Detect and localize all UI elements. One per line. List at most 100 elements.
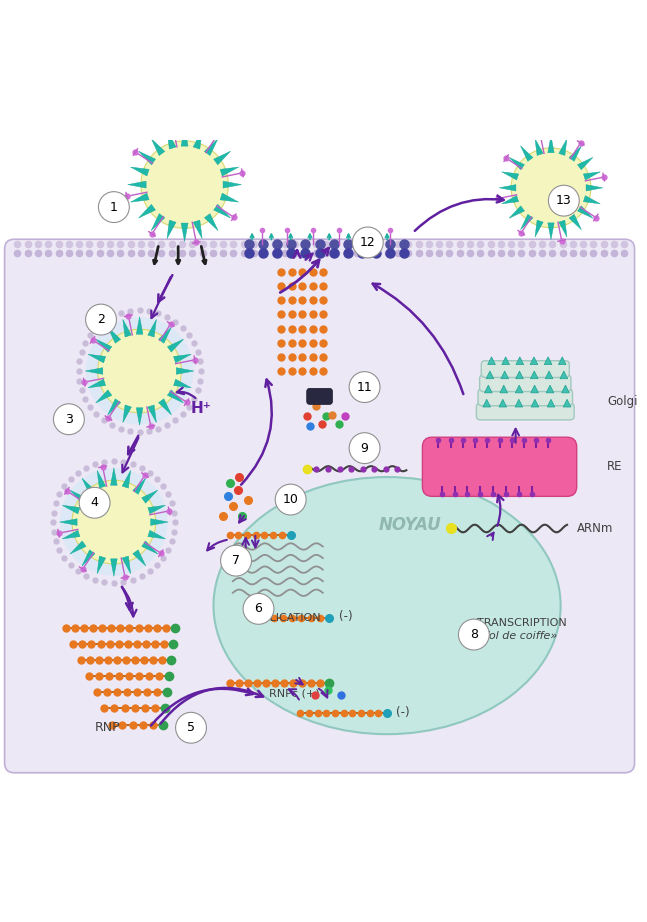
Circle shape xyxy=(549,185,579,216)
Polygon shape xyxy=(220,167,239,176)
Ellipse shape xyxy=(72,480,156,564)
Polygon shape xyxy=(70,541,86,554)
Polygon shape xyxy=(483,399,490,407)
Polygon shape xyxy=(148,319,157,337)
Polygon shape xyxy=(97,556,105,573)
Ellipse shape xyxy=(141,141,228,229)
Polygon shape xyxy=(133,550,146,566)
Polygon shape xyxy=(531,385,538,393)
Circle shape xyxy=(353,227,383,258)
Polygon shape xyxy=(486,371,494,379)
Circle shape xyxy=(85,304,116,335)
Polygon shape xyxy=(168,339,184,352)
Polygon shape xyxy=(545,371,553,379)
Polygon shape xyxy=(62,530,80,538)
FancyBboxPatch shape xyxy=(307,388,333,405)
Polygon shape xyxy=(107,399,121,415)
Circle shape xyxy=(349,372,380,403)
Polygon shape xyxy=(167,220,176,239)
Polygon shape xyxy=(535,138,543,156)
Text: REPLICATION: REPLICATION xyxy=(249,613,322,623)
Text: 7: 7 xyxy=(232,554,240,567)
Polygon shape xyxy=(181,223,188,242)
Polygon shape xyxy=(558,357,566,364)
Polygon shape xyxy=(181,128,188,146)
Text: 5: 5 xyxy=(187,721,195,734)
Polygon shape xyxy=(502,357,510,364)
Text: 10: 10 xyxy=(283,493,298,506)
Text: RE: RE xyxy=(607,460,622,473)
Polygon shape xyxy=(584,195,600,204)
Polygon shape xyxy=(159,399,171,415)
Text: 6: 6 xyxy=(254,602,263,615)
Polygon shape xyxy=(501,195,519,204)
Polygon shape xyxy=(123,405,131,422)
Polygon shape xyxy=(569,214,582,230)
FancyBboxPatch shape xyxy=(422,437,576,496)
Polygon shape xyxy=(559,220,567,237)
Text: 9: 9 xyxy=(360,442,369,455)
Polygon shape xyxy=(148,530,166,538)
Polygon shape xyxy=(500,385,508,393)
Circle shape xyxy=(79,488,110,518)
Polygon shape xyxy=(142,491,158,503)
Polygon shape xyxy=(548,136,554,153)
Text: 4: 4 xyxy=(91,496,98,509)
Polygon shape xyxy=(138,151,155,165)
Circle shape xyxy=(175,713,206,743)
Polygon shape xyxy=(111,559,117,576)
Ellipse shape xyxy=(98,329,181,413)
Polygon shape xyxy=(531,371,538,379)
Circle shape xyxy=(349,432,380,464)
Polygon shape xyxy=(546,385,554,393)
Text: 1: 1 xyxy=(110,201,118,214)
Polygon shape xyxy=(96,390,112,403)
Polygon shape xyxy=(60,519,77,526)
Circle shape xyxy=(243,594,274,624)
FancyBboxPatch shape xyxy=(481,361,569,377)
Ellipse shape xyxy=(214,477,561,734)
Polygon shape xyxy=(531,399,539,407)
Polygon shape xyxy=(578,206,593,219)
Text: (-): (-) xyxy=(339,610,353,623)
Polygon shape xyxy=(501,371,509,379)
Polygon shape xyxy=(82,479,95,494)
Circle shape xyxy=(54,404,84,434)
Polygon shape xyxy=(544,357,552,364)
Polygon shape xyxy=(167,131,176,149)
Polygon shape xyxy=(530,357,538,364)
Polygon shape xyxy=(509,158,525,170)
Polygon shape xyxy=(214,151,230,165)
Polygon shape xyxy=(515,399,523,407)
Polygon shape xyxy=(97,470,105,488)
Text: NOYAU: NOYAU xyxy=(378,516,441,534)
Polygon shape xyxy=(501,171,519,180)
Polygon shape xyxy=(516,371,523,379)
Polygon shape xyxy=(137,316,143,335)
Polygon shape xyxy=(547,399,555,407)
Polygon shape xyxy=(220,193,239,202)
Text: 11: 11 xyxy=(356,381,373,394)
Polygon shape xyxy=(214,205,230,218)
Text: RNP: RNP xyxy=(94,721,120,734)
Circle shape xyxy=(86,317,193,425)
Polygon shape xyxy=(177,368,194,374)
FancyBboxPatch shape xyxy=(478,389,573,406)
Polygon shape xyxy=(82,550,95,566)
Polygon shape xyxy=(204,214,218,230)
Polygon shape xyxy=(586,184,603,191)
Polygon shape xyxy=(151,519,168,526)
Polygon shape xyxy=(137,408,143,425)
Polygon shape xyxy=(70,491,86,503)
Polygon shape xyxy=(578,158,593,170)
Polygon shape xyxy=(193,220,202,239)
Polygon shape xyxy=(148,405,157,422)
Polygon shape xyxy=(485,385,492,393)
Text: (-): (-) xyxy=(397,706,410,719)
Polygon shape xyxy=(560,371,567,379)
Polygon shape xyxy=(168,390,184,403)
Text: 3: 3 xyxy=(65,413,73,426)
Polygon shape xyxy=(127,181,146,188)
Polygon shape xyxy=(133,479,146,494)
Text: 2: 2 xyxy=(97,313,105,326)
